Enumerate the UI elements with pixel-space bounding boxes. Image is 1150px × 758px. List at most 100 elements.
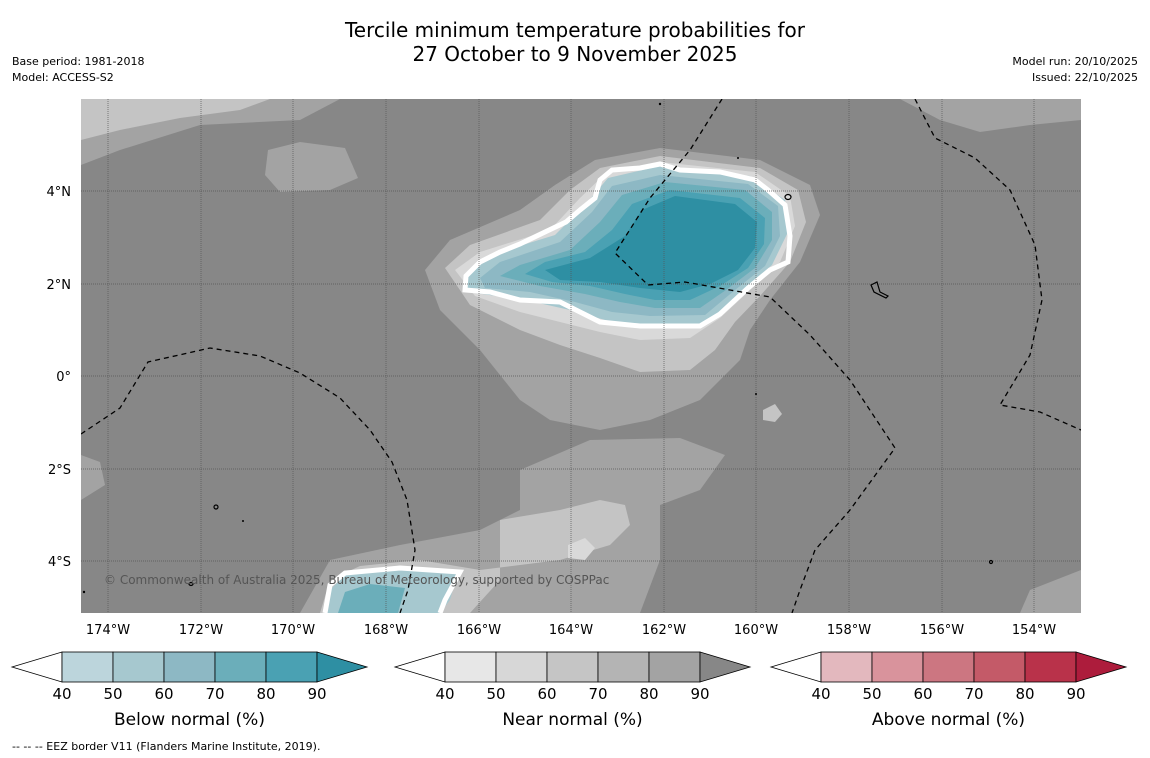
island-east — [870, 281, 890, 299]
title-line-2: 27 October to 9 November 2025 — [412, 42, 738, 66]
below-normal-south-contour — [322, 565, 465, 613]
colorbar-segment — [444, 651, 497, 683]
colorbar-tick-label: 60 — [537, 685, 556, 703]
colorbar-segment — [973, 651, 1026, 683]
colorbar-label: Near normal (%) — [502, 710, 642, 730]
colorbar-tick-label: 40 — [811, 685, 830, 703]
colorbar-tick-label: 60 — [154, 685, 173, 703]
eez-borders — [81, 99, 1081, 613]
meta-right: Model run: 20/10/2025 Issued: 22/10/2025 — [1012, 54, 1138, 86]
lat-label: 4°N — [47, 185, 72, 200]
colorbar-segment — [1024, 651, 1077, 683]
lon-label: 174°W — [86, 623, 130, 638]
colorbar-tick-label: 90 — [307, 685, 326, 703]
colorbar-tick-label: 40 — [52, 685, 71, 703]
title-line-1: Tercile minimum temperature probabilitie… — [344, 18, 806, 42]
colorbar-segment — [214, 651, 267, 683]
lon-axis-labels: 174°W 172°W 170°W 168°W 166°W 164°W 162°… — [86, 623, 1056, 638]
colorbar-segment — [597, 651, 650, 683]
colorbar-label: Above normal (%) — [872, 710, 1025, 730]
near-normal-region-nw-inner — [81, 99, 270, 140]
colorbar-tick-label: 70 — [205, 685, 224, 703]
lon-label: 170°W — [271, 623, 315, 638]
colorbar-label: Below normal (%) — [114, 710, 265, 730]
islands — [188, 193, 994, 587]
island-small-west — [213, 504, 219, 510]
copyright-text: © Commonwealth of Australia 2025, Bureau… — [104, 573, 609, 587]
lon-label: 154°W — [1012, 623, 1056, 638]
below-normal-area-90 — [545, 196, 757, 292]
colorbar-segment — [265, 651, 318, 683]
lon-label: 168°W — [364, 623, 408, 638]
colorbar-near: 40 50 60 70 80 90 Near normal (%) — [393, 651, 752, 730]
colorbar-segment — [163, 651, 216, 683]
colorbar-extension-low — [769, 651, 822, 683]
below-normal-south-70 — [338, 584, 405, 613]
colorbar-above: 40 50 60 70 80 90 Above normal (%) — [769, 651, 1128, 730]
colorbar-segment — [61, 651, 114, 683]
colorbar-tick-label: 90 — [1066, 685, 1085, 703]
model-text: Model: ACCESS-S2 — [12, 71, 114, 84]
colorbar-tick-label: 60 — [913, 685, 932, 703]
eez-footnote: -- -- -- EEZ border V11 (Flanders Marine… — [12, 740, 321, 753]
colorbar-tick-label: 50 — [486, 685, 505, 703]
colorbar-segment — [495, 651, 548, 683]
colorbar-segment — [922, 651, 975, 683]
colorbar-tick-label: 80 — [256, 685, 275, 703]
colorbar-tick-label: 50 — [103, 685, 122, 703]
island-atoll-north — [784, 193, 792, 201]
near-normal-blob-south-50 — [568, 538, 595, 560]
lon-label: 156°W — [920, 623, 964, 638]
colorbar-segment — [871, 651, 924, 683]
lon-label: 166°W — [457, 623, 501, 638]
lon-label: 158°W — [827, 623, 871, 638]
eez-border-east — [914, 99, 1081, 431]
near-normal-region-sw — [81, 455, 105, 500]
lat-axis-labels: 4°N 2°N 0° 2°S 4°S — [47, 185, 72, 570]
island-small-south — [188, 581, 194, 587]
below-normal-contour — [462, 161, 793, 329]
probability-map: © Commonwealth of Australia 2025, Bureau… — [10, 99, 1128, 730]
base-period-text: Base period: 1981-2018 — [12, 55, 145, 68]
colorbar-extension-high — [316, 651, 369, 683]
model-run-text: Model run: 20/10/2025 — [1012, 55, 1138, 68]
lat-label: 2°S — [48, 463, 71, 478]
colorbar-tick-label: 80 — [1015, 685, 1034, 703]
colorbar-segment — [546, 651, 599, 683]
issued-text: Issued: 22/10/2025 — [1031, 71, 1138, 84]
near-normal-blob-north — [265, 142, 358, 192]
meta-left: Base period: 1981-2018 Model: ACCESS-S2 — [12, 54, 144, 86]
colorbar-extension-high — [699, 651, 752, 683]
colorbar-tick-label: 40 — [435, 685, 454, 703]
colorbar-extension-high — [1075, 651, 1128, 683]
colorbar-tick-label: 80 — [639, 685, 658, 703]
lon-label: 162°W — [642, 623, 686, 638]
island-small-se — [988, 559, 994, 565]
lon-label: 160°W — [734, 623, 778, 638]
map-title: Tercile minimum temperature probabilitie… — [0, 18, 1150, 66]
lat-label: 2°N — [47, 278, 72, 293]
colorbar-extension-low — [393, 651, 446, 683]
colorbar-tick-label: 70 — [964, 685, 983, 703]
lon-label: 172°W — [179, 623, 223, 638]
colorbar-tick-label: 50 — [862, 685, 881, 703]
grid-lines — [81, 99, 1081, 613]
colorbar-tick-label: 90 — [690, 685, 709, 703]
colorbar-tick-label: 70 — [588, 685, 607, 703]
map-area: © Commonwealth of Australia 2025, Bureau… — [81, 99, 1081, 613]
near-normal-blob-east — [763, 404, 782, 422]
near-normal-region-ne — [900, 99, 1081, 132]
colorbar-segment — [820, 651, 873, 683]
colorbar-below: 40 50 60 70 80 90 Below normal (%) — [10, 651, 369, 730]
lon-label: 164°W — [549, 623, 593, 638]
eez-border-west — [81, 347, 416, 613]
lat-label: 4°S — [48, 555, 71, 570]
colorbar-segment — [112, 651, 165, 683]
colorbars: 40 50 60 70 80 90 Below normal (%) 40 50 60 70 80 90… — [10, 651, 1128, 730]
island-dots — [82, 102, 757, 594]
lat-label: 0° — [56, 370, 71, 385]
colorbar-segment — [648, 651, 701, 683]
colorbar-extension-low — [10, 651, 63, 683]
near-normal-region-se — [1020, 570, 1081, 613]
eez-border-central — [614, 99, 896, 613]
